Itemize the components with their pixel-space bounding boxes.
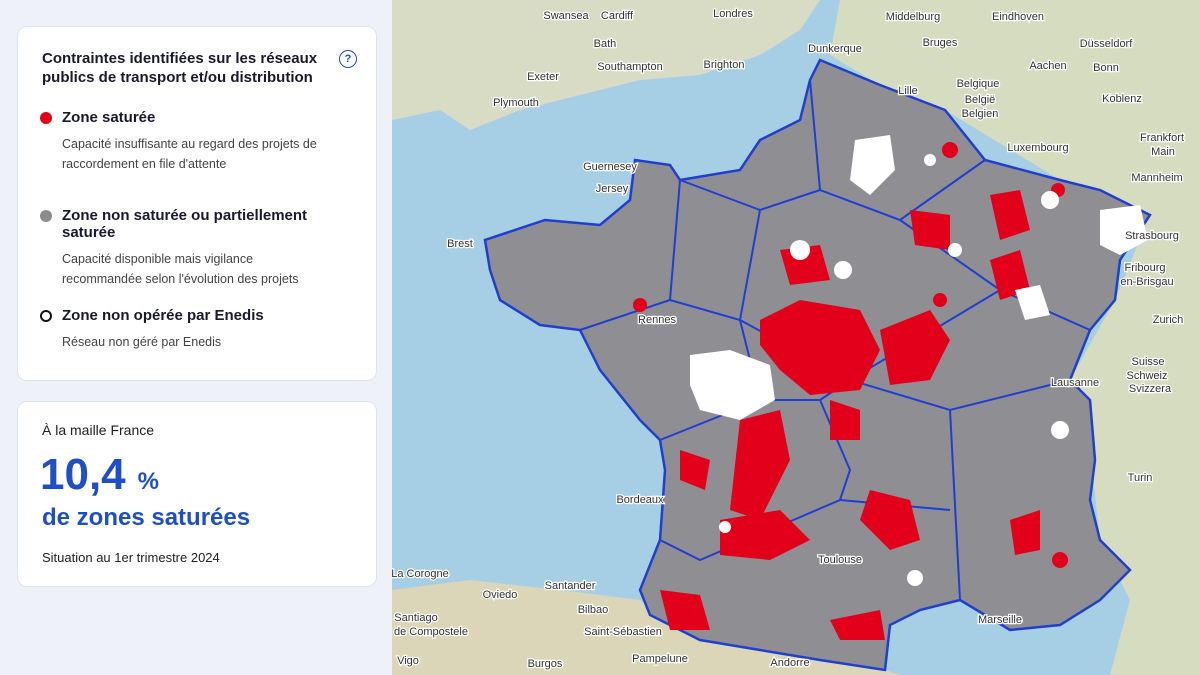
place-label: Bonn xyxy=(1093,62,1119,74)
summary-value: 10,4 xyxy=(40,450,126,499)
legend-label: Zone saturée xyxy=(40,109,360,126)
place-label: Lausanne xyxy=(1051,377,1099,389)
summary-card: À la maille France 10,4% de zones saturé… xyxy=(17,401,377,587)
legend-item: Zone non saturée ou partiellement saturé… xyxy=(40,207,360,289)
place-label: de Compostele xyxy=(394,626,468,638)
place-label: Burgos xyxy=(528,658,563,670)
place-label: Bordeaux xyxy=(616,494,664,506)
legend-title: Contraintes identifiées sur les réseaux … xyxy=(42,50,318,86)
place-label: Turin xyxy=(1128,472,1153,484)
legend-label: Zone non opérée par Enedis xyxy=(40,307,360,324)
place-label: Suisse xyxy=(1131,356,1164,368)
place-label: Düsseldorf xyxy=(1080,38,1134,50)
summary-note: Situation au 1er trimestre 2024 xyxy=(42,550,220,565)
legend-label: Zone non saturée ou partiellement saturé… xyxy=(40,207,360,241)
place-label: Brighton xyxy=(704,59,745,71)
summary-unit: % xyxy=(137,468,159,495)
legend-description: Capacité disponible mais vigilance recom… xyxy=(62,252,299,286)
spain-land xyxy=(392,580,900,675)
legend-description: Réseau non géré par Enedis xyxy=(62,335,222,349)
place-label: Eindhoven xyxy=(992,11,1044,23)
legend-card: Contraintes identifiées sur les réseaux … xyxy=(17,26,377,381)
place-label: Svizzera xyxy=(1129,383,1172,395)
legend-text: Zone non saturée ou partiellement saturé… xyxy=(62,207,308,241)
legend-swatch xyxy=(40,310,52,322)
non-operated-zones xyxy=(690,135,1148,586)
place-label: Bath xyxy=(594,38,617,50)
place-label: Cardiff xyxy=(601,10,634,22)
place-label: Toulouse xyxy=(818,554,862,566)
summary-label: de zones saturées xyxy=(42,504,251,531)
summary-intro: À la maille France xyxy=(42,422,155,438)
place-label: Zurich xyxy=(1153,314,1184,326)
place-label: Belgique xyxy=(957,78,1000,90)
place-label: Andorre xyxy=(770,657,809,669)
place-label: Santander xyxy=(545,580,596,592)
place-label: en-Brisgau xyxy=(1120,276,1173,288)
place-label: Guernesey xyxy=(583,161,637,173)
place-label: Pampelune xyxy=(632,653,688,665)
place-label: Strasbourg xyxy=(1125,230,1179,242)
help-button[interactable]: ? xyxy=(339,50,357,68)
place-label: Santiago xyxy=(394,612,437,624)
place-label: Fribourg xyxy=(1125,262,1166,274)
uk-land xyxy=(392,0,820,130)
place-label: Main xyxy=(1151,146,1175,158)
legend-item: Zone non opérée par Enedis Réseau non gé… xyxy=(40,307,360,352)
place-label: Jersey xyxy=(596,183,629,195)
legend-description: Capacité insuffisante au regard des proj… xyxy=(62,137,317,171)
place-label: België xyxy=(965,94,996,106)
east-land xyxy=(830,0,1200,675)
legend-item: Zone saturée Capacité insuffisante au re… xyxy=(40,109,360,174)
place-label: Belgien xyxy=(962,108,999,120)
place-label: Plymouth xyxy=(493,97,539,109)
place-label: Bilbao xyxy=(578,604,609,616)
place-label: Koblenz xyxy=(1102,93,1142,105)
place-label: Marseille xyxy=(978,614,1022,626)
map[interactable]: Swansea Cardiff Londres Middelburg Eindhoven… xyxy=(392,0,1200,675)
legend-text: Zone non opérée par Enedis xyxy=(62,307,264,324)
legend-swatch xyxy=(40,210,52,222)
place-label: Brest xyxy=(447,238,473,250)
side-panel: Contraintes identifiées sur les réseaux … xyxy=(0,0,392,675)
place-label: Exeter xyxy=(527,71,559,83)
place-label: Luxembourg xyxy=(1007,142,1068,154)
legend-text: Zone saturée xyxy=(62,109,156,126)
legend-swatch xyxy=(40,112,52,124)
place-label: Vigo xyxy=(397,655,419,667)
summary-figure: 10,4% xyxy=(40,450,159,500)
place-label: Southampton xyxy=(597,61,662,73)
place-label: Schweiz xyxy=(1127,370,1168,382)
place-label: Rennes xyxy=(638,314,676,326)
place-label: Oviedo xyxy=(483,589,518,601)
place-label: Lille xyxy=(898,85,918,97)
place-label: Mannheim xyxy=(1131,172,1182,184)
place-label: Dunkerque xyxy=(808,43,862,55)
place-label: Middelburg xyxy=(886,11,940,23)
place-label: Swansea xyxy=(543,10,589,22)
place-label: Bruges xyxy=(923,37,958,49)
place-label: Saint-Sébastien xyxy=(584,626,662,638)
place-label: Aachen xyxy=(1029,60,1066,72)
place-label: Londres xyxy=(713,8,753,20)
place-label: La Corogne xyxy=(392,568,449,580)
place-label: Frankfort xyxy=(1140,132,1184,144)
